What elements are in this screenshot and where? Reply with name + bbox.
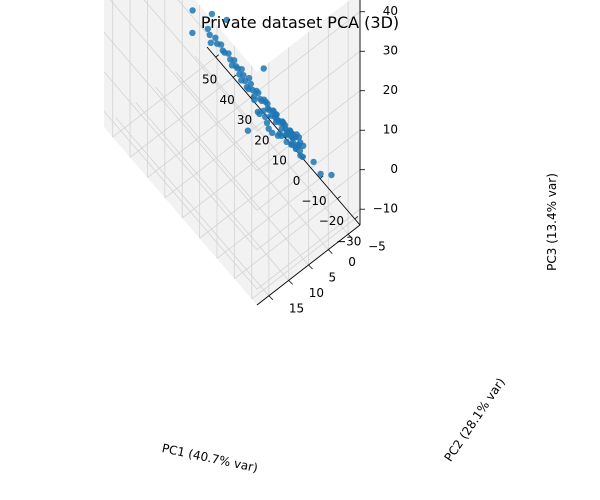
- y-tick-label: 10: [309, 286, 324, 300]
- scatter-point: [219, 47, 226, 54]
- y-tick-label: 5: [329, 271, 337, 285]
- z-axis-label: PC3 (13.4% var): [545, 173, 559, 271]
- grid-line-z-right: [256, 169, 361, 251]
- y-tick-mark: [288, 280, 293, 285]
- z-tick-label: −10: [373, 202, 398, 216]
- z-tick-label: 0: [390, 162, 398, 176]
- grid-line-y-floor: [115, 117, 270, 297]
- scatter-point: [269, 129, 276, 136]
- x-tick-mark: [319, 175, 324, 179]
- scatter-point: [297, 152, 304, 159]
- z-tick-label: 40: [383, 4, 398, 18]
- y-tick-label: −5: [368, 240, 386, 254]
- scatter-point: [280, 119, 287, 127]
- scatter-point: [236, 71, 243, 78]
- scatter-point: [244, 127, 252, 134]
- chart-title: Private dataset PCA (3D): [201, 13, 399, 32]
- scatter-point: [278, 132, 285, 139]
- grid-line-z-left: [109, 0, 258, 171]
- grid-line-y-floor: [135, 102, 289, 281]
- y-tick-mark: [347, 233, 353, 239]
- scatter-points: [189, 7, 335, 179]
- x-tick-label: 30: [237, 113, 252, 127]
- scatter-point: [204, 25, 212, 33]
- scatter-point: [238, 77, 245, 84]
- x-axis-label: PC1 (40.7% var): [161, 441, 260, 475]
- scatter-point: [223, 16, 230, 24]
- scatter-point: [293, 144, 301, 151]
- grid-line-z-left: [103, 110, 258, 290]
- x-tick-label: 20: [254, 133, 269, 147]
- x-tick-label: −20: [319, 214, 344, 228]
- scatter-point: [212, 34, 219, 41]
- x-tick-label: 40: [219, 93, 234, 107]
- x-tick-label: −30: [336, 234, 361, 248]
- scatter-point: [231, 57, 238, 64]
- y-axis-label: PC2 (28.1% var): [442, 375, 508, 464]
- scatter-point: [245, 85, 252, 93]
- scatter-point: [317, 170, 324, 178]
- grid-line-y-floor: [155, 86, 309, 266]
- x-tick-label: 0: [293, 174, 301, 188]
- scatter-point: [263, 119, 271, 127]
- scatter-point: [310, 158, 317, 166]
- grid-line-z-left: [103, 31, 258, 211]
- grid-line-z-right: [256, 11, 361, 93]
- y-tick-mark: [308, 264, 313, 270]
- x-tick-label: 50: [202, 73, 217, 87]
- scatter-point: [228, 62, 236, 69]
- x-tick-mark: [337, 195, 341, 200]
- grid-line-y-floor: [175, 71, 329, 250]
- z-tick-label: 10: [383, 123, 398, 137]
- z-tick-label: 20: [383, 83, 398, 97]
- scatter-point: [253, 87, 260, 95]
- scatter-point: [270, 108, 277, 115]
- scatter-point: [254, 108, 261, 116]
- x-tick-mark: [232, 74, 237, 78]
- y-tick-label: 0: [348, 255, 356, 269]
- scatter-point: [206, 31, 213, 39]
- y-tick-mark: [328, 249, 333, 254]
- grid-line-z-right: [256, 129, 361, 211]
- grid-line-z-left: [103, 71, 258, 250]
- scatter-point: [260, 96, 268, 103]
- scatter-point: [272, 114, 279, 121]
- x-tick-mark: [354, 216, 359, 220]
- grid-line-z-right: [256, 90, 361, 172]
- scatter-point: [283, 138, 290, 145]
- grid-lines: [103, 0, 361, 300]
- scatter-point: [262, 113, 269, 121]
- grid-line-y-floor: [194, 55, 349, 235]
- scatter-point: [328, 171, 335, 179]
- x-tick-mark: [215, 54, 220, 58]
- scatter-point: [208, 10, 216, 18]
- scatter-point: [260, 65, 267, 72]
- scatter-point: [189, 7, 196, 14]
- scatter-point: [288, 141, 295, 148]
- scatter-point: [251, 96, 258, 104]
- scatter-point: [207, 39, 214, 46]
- scatter-point: [297, 139, 304, 146]
- z-tick-label: 30: [383, 44, 398, 58]
- axes-panes: [104, 0, 360, 305]
- y-tick-label: 15: [289, 301, 304, 315]
- grid-line-z-left: [143, 0, 258, 132]
- x-tick-label: 10: [272, 154, 287, 168]
- scatter-point: [264, 105, 272, 112]
- scatter-point: [292, 134, 299, 141]
- scatter-point: [189, 29, 196, 37]
- grid-line-z-right: [256, 208, 361, 290]
- x-tick-label: −10: [301, 194, 326, 208]
- scatter-point: [213, 40, 221, 47]
- y-tick-mark: [268, 295, 274, 301]
